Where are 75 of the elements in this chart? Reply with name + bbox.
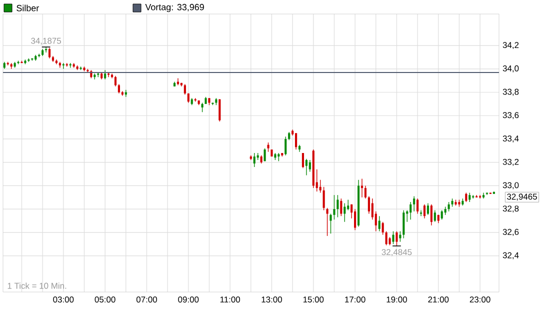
candlestick bbox=[413, 196, 416, 212]
candlestick bbox=[347, 199, 350, 211]
annotation: 32,4845 bbox=[382, 249, 412, 256]
x-tick-label: 09:00 bbox=[178, 296, 199, 303]
x-tick-label: 21:00 bbox=[428, 296, 449, 303]
candlestick bbox=[48, 48, 51, 59]
annotation: 34,1875 bbox=[31, 38, 62, 45]
y-tick-label: 32,6 bbox=[502, 228, 519, 236]
candlestick bbox=[402, 210, 405, 239]
candlestick bbox=[176, 78, 180, 86]
candlestick bbox=[368, 196, 370, 214]
candlestick bbox=[253, 152, 256, 168]
candlestick bbox=[430, 204, 432, 226]
x-tick-label: 05:00 bbox=[94, 296, 116, 303]
candlestick bbox=[448, 202, 450, 212]
candlestick bbox=[399, 230, 402, 242]
y-tick-label: 33,8 bbox=[502, 88, 519, 96]
y-tick-label: 33,4 bbox=[502, 135, 519, 142]
candlestick bbox=[410, 202, 412, 220]
annotation: 32,9465 bbox=[507, 194, 537, 201]
candlestick bbox=[392, 230, 394, 244]
candlestick bbox=[360, 178, 364, 198]
x-tick-label: 07:00 bbox=[136, 296, 157, 303]
y-tick-label: 33,0 bbox=[502, 182, 519, 190]
candlestick bbox=[344, 202, 346, 222]
y-tick-label: 33,2 bbox=[502, 158, 519, 166]
y-tick-label: 34,0 bbox=[502, 65, 519, 72]
candlestick bbox=[104, 70, 106, 80]
candlestick bbox=[423, 204, 426, 219]
candlestick bbox=[326, 208, 328, 236]
annotation: 1 Tick = 10 Min. bbox=[8, 282, 66, 289]
candlestick bbox=[305, 158, 308, 176]
y-tick-label: 32,4 bbox=[502, 252, 519, 260]
candlestick bbox=[218, 98, 221, 122]
x-tick-label: 23:00 bbox=[470, 296, 490, 303]
candlestick bbox=[284, 136, 287, 156]
candlestick bbox=[333, 194, 336, 220]
candlestick bbox=[382, 222, 384, 236]
y-tick-label: 32,8 bbox=[502, 206, 519, 213]
candlestick bbox=[378, 216, 380, 232]
x-tick-label: 13:00 bbox=[262, 296, 282, 303]
candlestick bbox=[62, 62, 64, 70]
candlestick bbox=[267, 142, 270, 152]
candlestick bbox=[184, 84, 186, 95]
candlestick bbox=[322, 186, 325, 211]
x-tick-label: 17:00 bbox=[345, 296, 366, 303]
y-tick-label: 33,6 bbox=[502, 112, 519, 120]
candlestick bbox=[201, 102, 204, 112]
candlestick bbox=[364, 185, 367, 199]
candlestick bbox=[330, 213, 332, 234]
candlestick bbox=[426, 202, 430, 216]
candlestick bbox=[319, 180, 322, 194]
candlestick bbox=[264, 148, 266, 162]
candlestick bbox=[294, 132, 298, 150]
candlestick bbox=[440, 210, 443, 220]
candlestick bbox=[396, 230, 398, 246]
candlestick bbox=[416, 198, 419, 214]
candlestick bbox=[114, 76, 117, 87]
x-tick-label: 03:00 bbox=[53, 296, 74, 303]
candlestick bbox=[385, 230, 388, 246]
candlestick bbox=[302, 152, 304, 169]
candlestick bbox=[468, 192, 471, 202]
legend-label: Silber bbox=[16, 4, 39, 12]
candlestick bbox=[340, 198, 342, 216]
x-tick-label: 15:00 bbox=[303, 296, 324, 303]
y-tick-label: 34,2 bbox=[502, 42, 519, 50]
candlestick bbox=[308, 160, 311, 172]
x-tick-label: 11:00 bbox=[220, 296, 240, 303]
x-tick-label: 19:00 bbox=[386, 296, 407, 303]
candlestick bbox=[434, 210, 436, 222]
legend-label: Vortag: 33,969 bbox=[145, 4, 204, 12]
candlestick bbox=[336, 194, 339, 218]
candlestick bbox=[118, 84, 120, 94]
candlestick bbox=[354, 208, 356, 230]
candlestick bbox=[465, 192, 468, 202]
